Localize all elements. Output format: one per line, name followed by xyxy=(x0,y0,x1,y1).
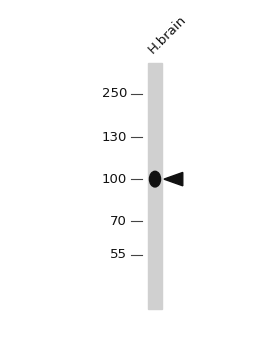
Text: 250: 250 xyxy=(102,87,127,101)
Text: 130: 130 xyxy=(102,131,127,144)
Bar xyxy=(148,63,162,309)
Circle shape xyxy=(150,171,161,187)
Text: 55: 55 xyxy=(110,248,127,261)
Text: 70: 70 xyxy=(110,215,127,228)
Text: H.brain: H.brain xyxy=(146,13,189,56)
Polygon shape xyxy=(164,172,183,186)
Text: 100: 100 xyxy=(102,173,127,185)
